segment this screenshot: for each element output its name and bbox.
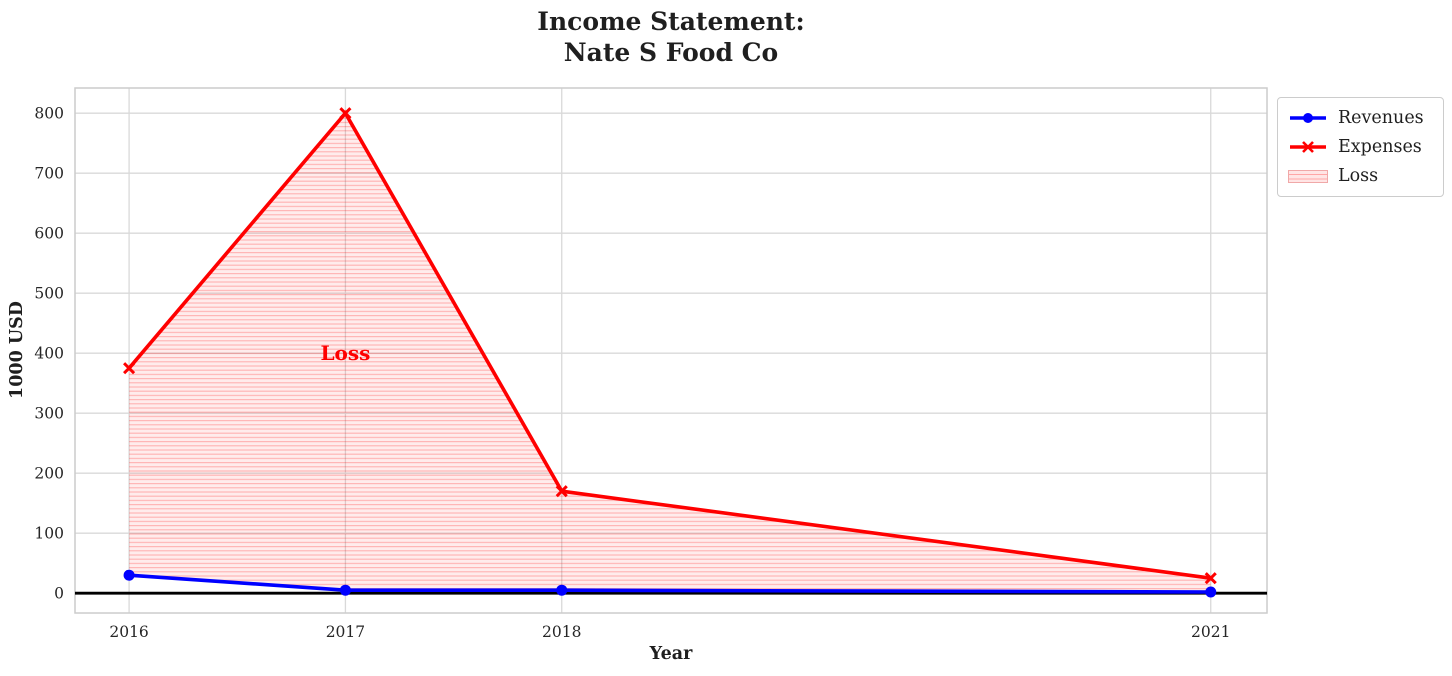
revenues-line	[127, 573, 1213, 594]
y-axis-label: 1000 USD	[7, 301, 27, 399]
y-tick-label: 700	[34, 165, 64, 183]
x-tick-label: 2017	[326, 623, 365, 641]
chart-title: Income Statement: Nate S Food Co	[75, 6, 1267, 68]
revenues-marker	[1205, 586, 1217, 598]
y-tick-label: 800	[34, 105, 64, 123]
y-tick-label: 300	[34, 405, 64, 423]
x-tick-label: 2021	[1191, 623, 1230, 641]
expenses-line	[127, 110, 1213, 581]
legend-item-loss: Loss	[1288, 163, 1433, 189]
expenses-marker	[123, 362, 136, 375]
revenues-marker	[339, 584, 351, 596]
legend-item-expenses: Expenses	[1288, 134, 1433, 160]
y-tick-label: 0	[54, 585, 64, 603]
legend-item-revenues: Revenues	[1288, 105, 1433, 131]
y-tick-label: 600	[34, 225, 64, 243]
expenses-legend-marker	[1290, 141, 1326, 153]
expenses-marker	[339, 107, 352, 120]
loss-annotation: Loss	[320, 341, 370, 365]
expenses-marker	[1204, 572, 1217, 585]
legend-label-expenses: Expenses	[1338, 137, 1422, 157]
legend-label-revenues: Revenues	[1338, 108, 1424, 128]
chart-title-line-2: Nate S Food Co	[563, 38, 779, 67]
expenses-marker	[555, 485, 568, 498]
revenues-marker	[556, 584, 568, 596]
x-axis-label: Year	[649, 644, 693, 664]
y-tick-label: 500	[34, 285, 64, 303]
legend: Revenues Expenses Loss	[1277, 97, 1444, 197]
loss-legend-patch	[1288, 169, 1328, 183]
legend-label-loss: Loss	[1338, 166, 1379, 186]
y-tick-label: 100	[34, 525, 64, 543]
plot-border	[74, 87, 1268, 614]
y-tick-label: 200	[34, 465, 64, 483]
x-tick-label: 2016	[109, 623, 148, 641]
loss-area	[129, 113, 1211, 592]
revenues-legend-marker	[1290, 113, 1326, 123]
chart-title-line-1: Income Statement:	[537, 7, 805, 36]
y-tick-label: 400	[34, 345, 64, 363]
x-tick-label: 2018	[542, 623, 581, 641]
revenues-marker	[123, 569, 135, 581]
